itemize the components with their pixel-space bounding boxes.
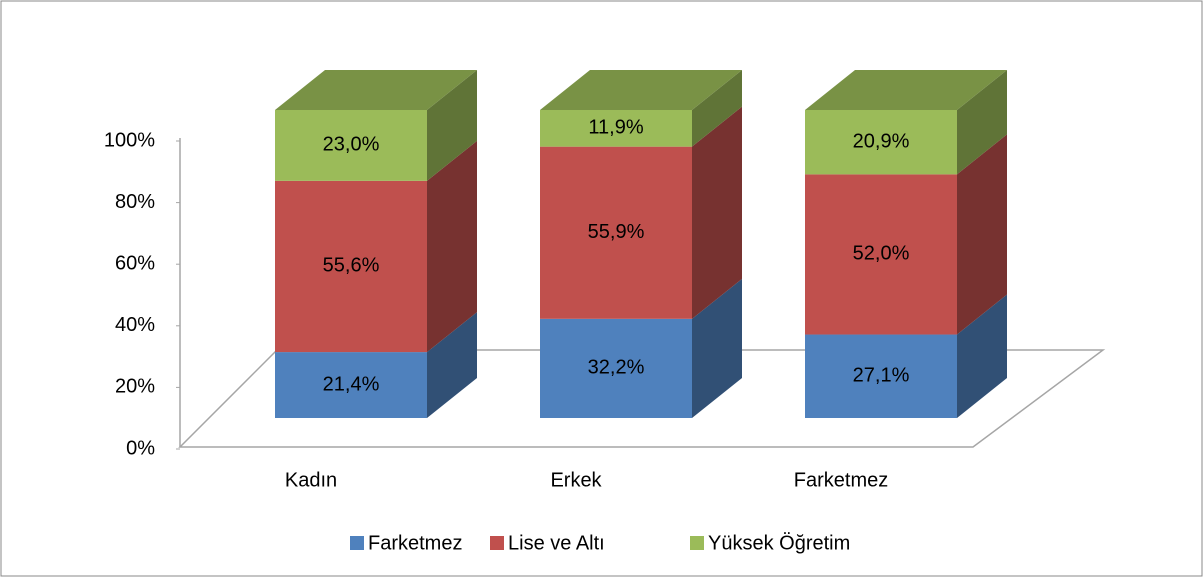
y-tick-label: 60%: [115, 252, 155, 274]
y-tick-label: 100%: [104, 129, 155, 151]
bar: [540, 146, 692, 319]
bar-side: [427, 312, 477, 418]
bar-side: [957, 134, 1007, 335]
bar-side: [957, 294, 1007, 418]
bar: [275, 110, 427, 181]
bar-side: [692, 106, 742, 319]
data-label: 55,9%: [588, 221, 645, 243]
data-label: 55,6%: [323, 255, 380, 277]
legend-swatch: [350, 536, 364, 550]
legend-swatch: [490, 536, 504, 550]
y-tick-label: 80%: [115, 191, 155, 213]
x-tick-label: Kadın: [285, 469, 337, 491]
x-tick-label: Erkek: [550, 469, 602, 491]
bar: [540, 318, 692, 418]
data-label: 23,0%: [323, 134, 380, 156]
floor: [178, 349, 1106, 448]
legend-label: Farketmez: [368, 532, 462, 554]
bar-side: [692, 70, 742, 147]
bar: [805, 174, 957, 335]
x-tick-label: Farketmez: [794, 469, 888, 491]
data-label: 11,9%: [588, 117, 643, 139]
bar-side: [427, 70, 477, 181]
legend-swatch: [690, 536, 704, 550]
bar: [275, 352, 427, 418]
legend-label: Yüksek Öğretim: [708, 532, 850, 554]
bar: [275, 180, 427, 353]
bar-side: [427, 140, 477, 353]
data-label: 20,9%: [853, 130, 910, 152]
bar-top: [805, 70, 1007, 110]
legend-label: Lise ve Altı: [508, 532, 605, 554]
data-label: 32,2%: [588, 357, 645, 379]
bar: [805, 110, 957, 175]
data-label: 27,1%: [853, 365, 910, 387]
bar: [805, 334, 957, 418]
y-tick-label: 0%: [126, 437, 155, 459]
bar: [540, 110, 692, 147]
y-tick-label: 20%: [115, 376, 155, 398]
bar-top: [540, 70, 742, 110]
bar-side: [957, 70, 1007, 175]
y-tick-label: 40%: [115, 314, 155, 336]
data-label: 52,0%: [853, 243, 910, 265]
bar-side: [692, 278, 742, 418]
data-label: 21,4%: [323, 373, 380, 395]
bar-top: [275, 70, 477, 110]
